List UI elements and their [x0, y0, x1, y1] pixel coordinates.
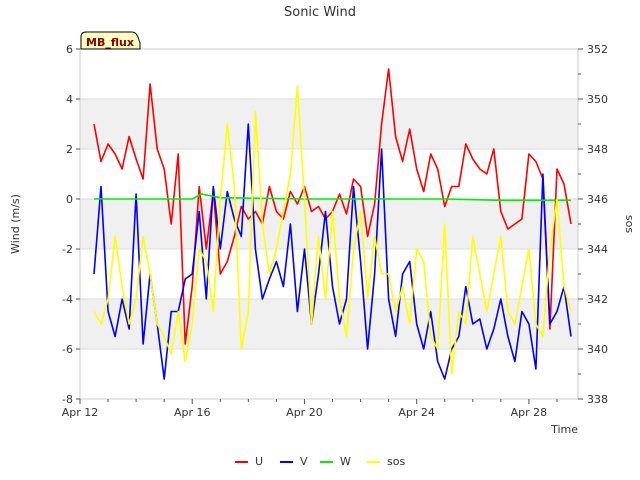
legend-label-w: W: [340, 455, 351, 468]
mb-flux-annotation: MB_flux: [80, 31, 141, 50]
y-tick-label-right: 344: [587, 243, 608, 256]
annotation-label: MB_flux: [86, 36, 134, 49]
y-tick-label-left: -6: [62, 343, 73, 356]
plot-band: [80, 99, 578, 149]
y-tick-label-left: 6: [66, 43, 73, 56]
y-tick-label-left: 0: [66, 193, 73, 206]
y-tick-label-right: 342: [587, 293, 608, 306]
y-tick-label-right: 352: [587, 43, 608, 56]
y-tick-label-left: 4: [66, 93, 73, 106]
legend-label-sos: sos: [387, 455, 405, 468]
plot-background: [80, 49, 578, 399]
y-tick-label-left: -2: [62, 243, 73, 256]
legend-label-v: V: [300, 455, 308, 468]
y-tick-label-right: 338: [587, 393, 608, 406]
x-tick-label: Apr 20: [286, 406, 323, 419]
series-line-sos: [93, 85, 572, 375]
x-axis-title: Time: [550, 423, 578, 436]
series-line-v: [93, 123, 572, 380]
x-tick-label: Apr 28: [511, 406, 548, 419]
y-tick-label-right: 350: [587, 93, 608, 106]
y-tick-label-right: 346: [587, 193, 608, 206]
y-tick-label-left: -4: [62, 293, 73, 306]
x-tick-label: Apr 16: [174, 406, 211, 419]
series-line-w: [94, 193, 571, 202]
annotation-box: [80, 31, 141, 50]
x-tick-label: Apr 12: [62, 406, 99, 419]
y-axis-right-title: sos: [623, 215, 636, 233]
legend-label-u: U: [255, 455, 263, 468]
x-tick-label: Apr 24: [398, 406, 435, 419]
y-tick-label-right: 340: [587, 343, 608, 356]
y-tick-label-left: -8: [62, 393, 73, 406]
axes: -8 -6 -4 -2 0 2 4 6 338 340 342 344 346 348 350 352 Apr …: [62, 43, 608, 419]
y-tick-label-left: 2: [66, 143, 73, 156]
y-tick-label-right: 348: [587, 143, 608, 156]
series-layer: [93, 68, 572, 380]
y-axis-left-title: Wind (m/s): [9, 194, 22, 254]
chart-title: Sonic Wind: [284, 5, 356, 20]
